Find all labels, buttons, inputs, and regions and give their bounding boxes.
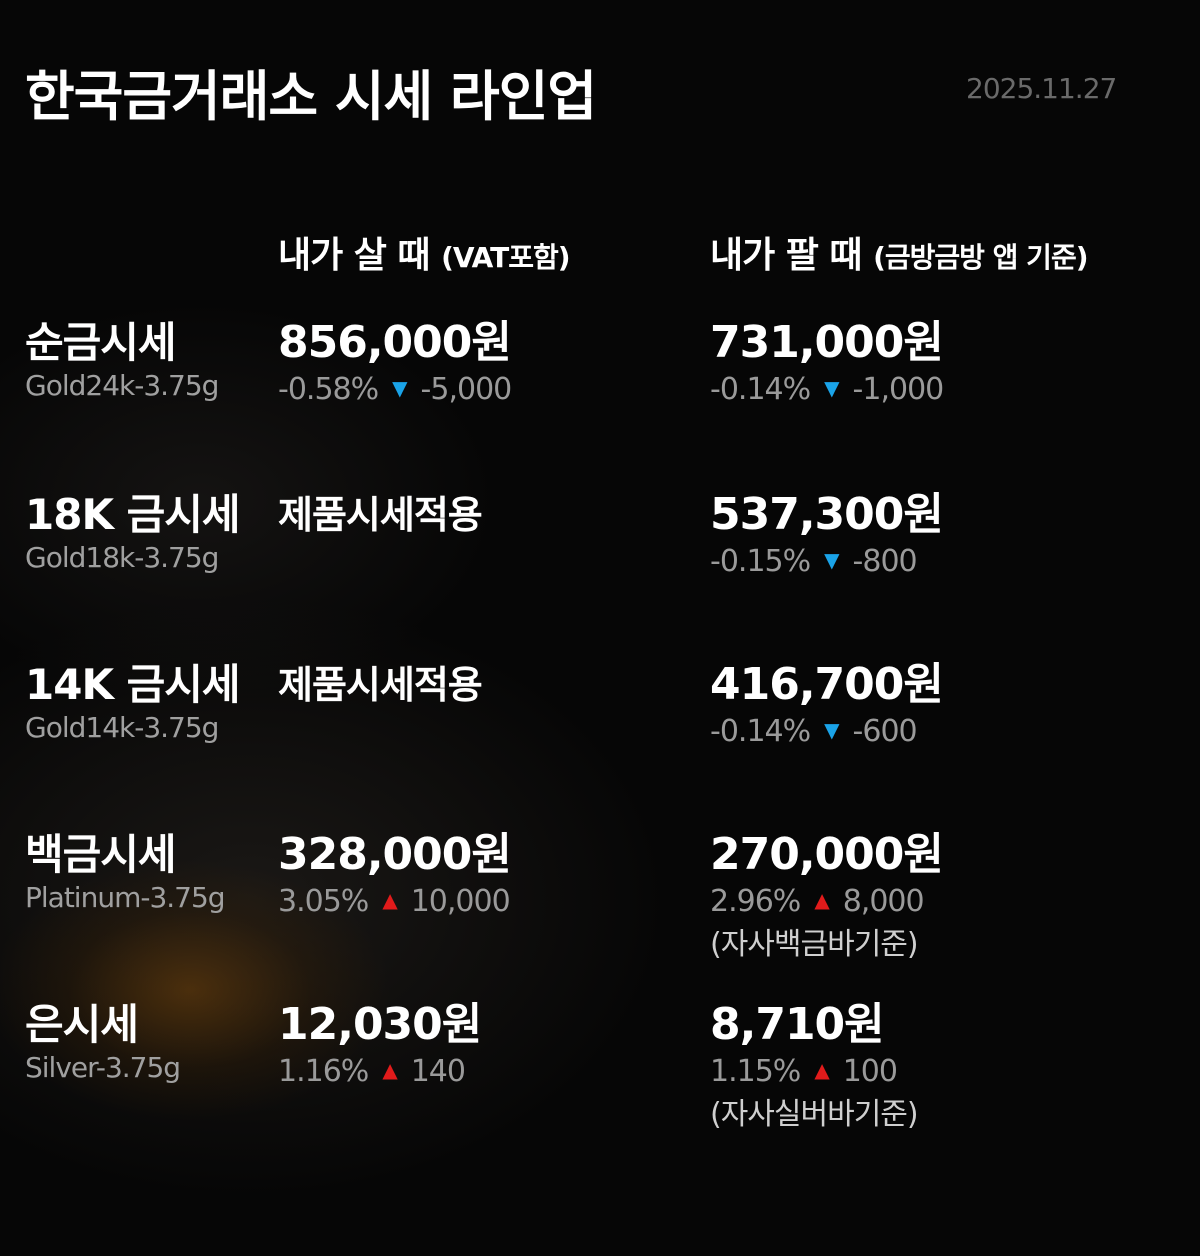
change-percent: -0.15% xyxy=(710,544,811,579)
metal-name: 백금시세 xyxy=(25,830,177,879)
metal-label: 백금시세 Platinum-3.75g xyxy=(25,830,226,916)
buy-change: 1.16% ▲ 140 xyxy=(278,1050,481,1092)
buy-change: -0.58% ▼ -5,000 xyxy=(278,368,513,410)
change-percent: -0.14% xyxy=(710,714,811,749)
buy-price-text: 제품시세적용 xyxy=(278,493,483,537)
change-percent: 3.05% xyxy=(278,884,369,919)
sell-price-cell: 537,300원 -0.15% ▼ -800 xyxy=(710,489,944,582)
header-buy-label: 내가 살 때 xyxy=(278,235,431,276)
metal-label: 18K 금시세 Gold18k-3.75g xyxy=(25,490,241,576)
header-sell: 내가 팔 때 (금방금방 앱 기준) xyxy=(710,226,1089,278)
buy-change: 3.05% ▲ 10,000 xyxy=(278,880,511,922)
buy-price: 328,000원 xyxy=(278,829,512,880)
metal-spec: Gold24k-3.75g xyxy=(25,369,219,402)
sell-price-cell: 731,000원 -0.14% ▼ -1,000 xyxy=(710,317,945,410)
metal-label: 은시세 Silver-3.75g xyxy=(25,1000,181,1086)
metal-name: 18K 금시세 xyxy=(25,490,241,539)
sell-price: 416,700원 xyxy=(710,659,944,710)
header-sell-label: 내가 팔 때 xyxy=(710,235,863,276)
triangle-down-icon: ▼ xyxy=(824,376,839,400)
triangle-down-icon: ▼ xyxy=(824,548,839,572)
change-percent: 1.15% xyxy=(710,1054,801,1089)
sell-price-cell: 270,000원 2.96% ▲ 8,000 (자사백금바기준) xyxy=(710,829,944,968)
sell-change: 2.96% ▲ 8,000 xyxy=(710,880,943,922)
metal-name: 은시세 xyxy=(25,1000,139,1049)
buy-price: 856,000원 xyxy=(278,317,512,368)
sell-price: 731,000원 xyxy=(710,317,944,368)
sell-price: 8,710원 xyxy=(710,999,885,1050)
change-amount: 100 xyxy=(842,1054,898,1089)
price-row: 순금시세 Gold24k-3.75g 856,000원 -0.58% ▼ -5,000… xyxy=(0,318,1200,488)
metal-name: 14K 금시세 xyxy=(25,660,241,709)
sell-basis-note: (자사실버바기준) xyxy=(710,1097,919,1132)
triangle-down-icon: ▼ xyxy=(824,718,839,742)
metal-spec: Gold14k-3.75g xyxy=(25,711,219,744)
price-row: 18K 금시세 Gold18k-3.75g 제품시세적용 537,300원 -0.1… xyxy=(0,490,1200,660)
header-buy-note: (VAT포함) xyxy=(441,241,570,274)
price-row: 백금시세 Platinum-3.75g 328,000원 3.05% ▲ 10,000… xyxy=(0,830,1200,1000)
buy-price-text: 제품시세적용 xyxy=(278,663,483,707)
buy-price-cell: 856,000원 -0.58% ▼ -5,000 xyxy=(278,317,513,410)
metal-spec: Gold18k-3.75g xyxy=(25,541,219,574)
triangle-up-icon: ▲ xyxy=(382,1058,397,1082)
metal-label: 순금시세 Gold24k-3.75g xyxy=(25,318,219,404)
sell-price: 270,000원 xyxy=(710,829,944,880)
metal-spec: Platinum-3.75g xyxy=(25,881,226,914)
buy-price: 12,030원 xyxy=(278,999,482,1050)
date-label: 2025.11.27 xyxy=(966,72,1117,105)
metal-spec: Silver-3.75g xyxy=(25,1051,181,1084)
sell-price-cell: 416,700원 -0.14% ▼ -600 xyxy=(710,659,944,752)
sell-change: 1.15% ▲ 100 xyxy=(710,1050,918,1092)
sell-change: -0.15% ▼ -800 xyxy=(710,540,943,582)
sell-basis-note: (자사백금바기준) xyxy=(710,927,919,962)
buy-price-cell: 제품시세적용 xyxy=(278,660,483,710)
change-amount: -5,000 xyxy=(420,372,513,407)
triangle-up-icon: ▲ xyxy=(814,888,829,912)
change-percent: -0.58% xyxy=(278,372,379,407)
price-row: 14K 금시세 Gold14k-3.75g 제품시세적용 416,700원 -0.1… xyxy=(0,660,1200,830)
buy-price-cell: 제품시세적용 xyxy=(278,490,483,540)
sell-price: 537,300원 xyxy=(710,489,944,540)
change-amount: -1,000 xyxy=(852,372,945,407)
header-sell-note: (금방금방 앱 기준) xyxy=(873,241,1088,274)
metal-label: 14K 금시세 Gold14k-3.75g xyxy=(25,660,241,746)
sell-change: -0.14% ▼ -1,000 xyxy=(710,368,945,410)
triangle-up-icon: ▲ xyxy=(382,888,397,912)
change-percent: -0.14% xyxy=(710,372,811,407)
buy-price-cell: 12,030원 1.16% ▲ 140 xyxy=(278,999,482,1092)
change-amount: -600 xyxy=(852,714,918,749)
change-amount: 140 xyxy=(410,1054,466,1089)
metal-name: 순금시세 xyxy=(25,318,177,367)
triangle-down-icon: ▼ xyxy=(392,376,407,400)
page-title: 한국금거래소 시세 라인업 xyxy=(25,65,597,128)
header-buy: 내가 살 때 (VAT포함) xyxy=(278,226,571,278)
change-amount: 8,000 xyxy=(842,884,925,919)
change-percent: 2.96% xyxy=(710,884,801,919)
triangle-up-icon: ▲ xyxy=(814,1058,829,1082)
change-amount: -800 xyxy=(852,544,918,579)
buy-price-cell: 328,000원 3.05% ▲ 10,000 xyxy=(278,829,512,922)
price-row: 은시세 Silver-3.75g 12,030원 1.16% ▲ 140 8,710원… xyxy=(0,1000,1200,1170)
change-amount: 10,000 xyxy=(410,884,511,919)
change-percent: 1.16% xyxy=(278,1054,369,1089)
sell-change: -0.14% ▼ -600 xyxy=(710,710,943,752)
sell-price-cell: 8,710원 1.15% ▲ 100 (자사실버바기준) xyxy=(710,999,919,1138)
